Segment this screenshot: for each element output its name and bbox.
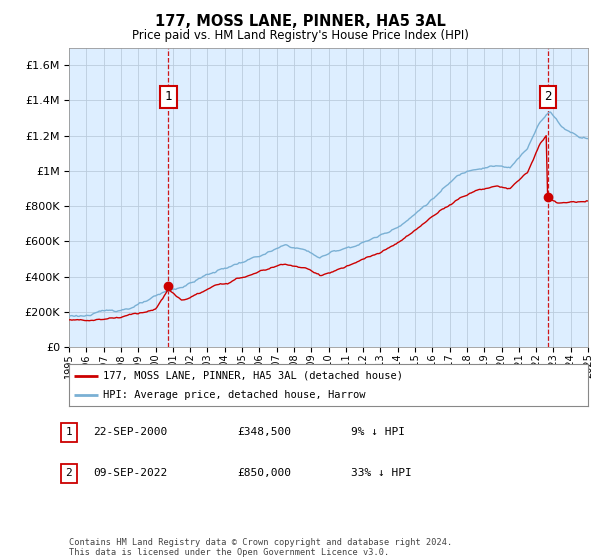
Text: 177, MOSS LANE, PINNER, HA5 3AL (detached house): 177, MOSS LANE, PINNER, HA5 3AL (detache… [103,371,403,381]
Text: £348,500: £348,500 [237,427,291,437]
Text: £850,000: £850,000 [237,468,291,478]
Text: 2: 2 [544,91,552,104]
Text: 33% ↓ HPI: 33% ↓ HPI [351,468,412,478]
Text: Contains HM Land Registry data © Crown copyright and database right 2024.
This d: Contains HM Land Registry data © Crown c… [69,538,452,557]
Text: 09-SEP-2022: 09-SEP-2022 [93,468,167,478]
Text: 1: 1 [65,427,73,437]
Text: 22-SEP-2000: 22-SEP-2000 [93,427,167,437]
Text: 2: 2 [65,468,73,478]
Text: HPI: Average price, detached house, Harrow: HPI: Average price, detached house, Harr… [103,390,365,400]
Text: 177, MOSS LANE, PINNER, HA5 3AL: 177, MOSS LANE, PINNER, HA5 3AL [155,14,445,29]
Text: 9% ↓ HPI: 9% ↓ HPI [351,427,405,437]
Text: 1: 1 [165,91,172,104]
Text: Price paid vs. HM Land Registry's House Price Index (HPI): Price paid vs. HM Land Registry's House … [131,29,469,42]
